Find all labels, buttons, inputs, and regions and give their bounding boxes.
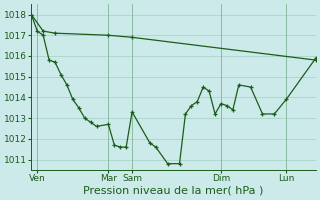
X-axis label: Pression niveau de la mer( hPa ): Pression niveau de la mer( hPa ) [84, 186, 264, 196]
